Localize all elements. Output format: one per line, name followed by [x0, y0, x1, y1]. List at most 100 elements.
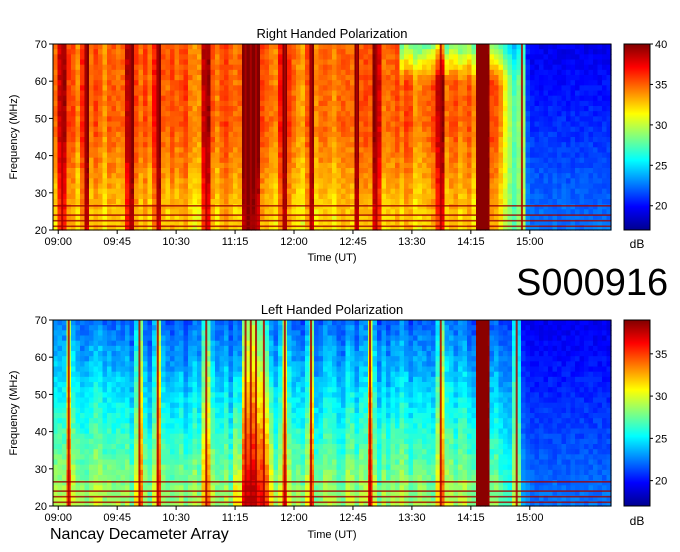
heatmap-cell	[462, 90, 468, 97]
heatmap-cell	[165, 126, 171, 133]
heatmap-cell	[93, 100, 99, 107]
heatmap-cell	[269, 137, 275, 143]
heatmap-cell	[152, 95, 158, 102]
heatmap-cell	[413, 100, 419, 107]
heatmap-cell	[98, 173, 104, 179]
heatmap-cell	[84, 188, 90, 195]
heatmap-cell	[489, 121, 495, 128]
heatmap-cell	[588, 54, 594, 61]
heatmap-cell	[75, 204, 81, 210]
heatmap-cell	[251, 80, 257, 86]
heatmap-cell	[336, 173, 342, 179]
heatmap-cell	[80, 209, 86, 216]
heatmap-cell	[75, 214, 81, 221]
heatmap-cell	[453, 162, 459, 169]
heatmap-cell	[408, 69, 414, 76]
heatmap-cell	[570, 152, 576, 159]
heatmap-cell	[588, 69, 594, 76]
heatmap-cell	[93, 80, 99, 86]
heatmap-cell	[314, 219, 320, 226]
heatmap-cell	[314, 54, 320, 61]
heatmap-cell	[359, 126, 365, 133]
heatmap-cell	[71, 356, 77, 362]
heatmap-cell	[516, 168, 522, 174]
heatmap-cell	[386, 147, 392, 154]
heatmap-cell	[75, 454, 81, 461]
heatmap-cell	[503, 80, 509, 86]
heatmap-cell	[561, 162, 567, 169]
heatmap-cell	[390, 209, 396, 216]
heatmap-cell	[53, 361, 59, 368]
heatmap-cell	[215, 80, 221, 86]
heatmap-cell	[255, 219, 261, 226]
heatmap-cell	[102, 162, 108, 169]
heatmap-cell	[512, 173, 518, 179]
heatmap-cell	[368, 44, 374, 50]
heatmap-cell	[566, 219, 572, 226]
heatmap-cell	[426, 80, 432, 86]
colorbar-scale	[623, 43, 651, 231]
heatmap-cell	[570, 126, 576, 133]
heatmap-cell	[260, 173, 266, 179]
heatmap-cell	[53, 209, 59, 216]
heatmap-cell	[516, 49, 522, 55]
heatmap-cell	[503, 162, 509, 169]
heatmap-cell	[57, 366, 63, 373]
heatmap-cell	[444, 95, 450, 102]
heatmap-cell	[602, 111, 608, 117]
heatmap-cell	[462, 199, 468, 205]
heatmap-cell	[435, 204, 441, 210]
heatmap-cell	[503, 219, 509, 226]
heatmap-cell	[507, 193, 513, 200]
heatmap-cell	[111, 116, 117, 123]
heatmap-cell	[332, 147, 338, 154]
heatmap-cell	[336, 162, 342, 169]
heatmap-cell	[120, 199, 126, 205]
heatmap-cell	[102, 345, 108, 352]
heatmap-cell	[291, 75, 297, 81]
heatmap-cell	[152, 137, 158, 143]
heatmap-cell	[498, 64, 504, 71]
heatmap-cell	[143, 100, 149, 107]
heatmap-cell	[107, 382, 113, 388]
heatmap-cell	[93, 157, 99, 164]
heatmap-cell	[84, 126, 90, 133]
heatmap-cell	[57, 475, 63, 481]
heatmap-cell	[80, 351, 86, 357]
heatmap-cell	[453, 173, 459, 179]
heatmap-cell	[300, 214, 306, 221]
heatmap-cell	[395, 131, 401, 138]
heatmap-cell	[309, 209, 315, 216]
heatmap-cell	[183, 100, 189, 107]
heatmap-cell	[89, 219, 95, 226]
heatmap-cell	[552, 147, 558, 154]
heatmap-cell	[287, 64, 293, 71]
heatmap-cell	[264, 90, 270, 97]
heatmap-cell	[557, 54, 563, 61]
heatmap-cell	[120, 131, 126, 138]
heatmap-cell	[462, 49, 468, 55]
heatmap-cell	[408, 44, 414, 50]
heatmap-cell	[530, 142, 536, 148]
heatmap-cell	[107, 173, 113, 179]
heatmap-cell	[408, 162, 414, 169]
heatmap-cell	[111, 131, 117, 138]
heatmap-cell	[197, 214, 203, 221]
heatmap-cell	[98, 147, 104, 154]
heatmap-cell	[584, 188, 590, 195]
heatmap-cell	[233, 44, 239, 50]
heatmap-cell	[341, 49, 347, 55]
heatmap-cell	[566, 183, 572, 190]
heatmap-cell	[62, 449, 68, 455]
heatmap-cell	[107, 423, 113, 430]
heatmap-cell	[98, 224, 104, 231]
heatmap-cell	[327, 147, 333, 154]
heatmap-cell	[53, 162, 59, 169]
heatmap-cell	[525, 199, 531, 205]
heatmap-cell	[557, 188, 563, 195]
heatmap-cell	[350, 95, 356, 102]
heatmap-cell	[215, 54, 221, 61]
heatmap-cell	[408, 152, 414, 159]
heatmap-cell	[570, 100, 576, 107]
heatmap-cell	[219, 49, 225, 55]
